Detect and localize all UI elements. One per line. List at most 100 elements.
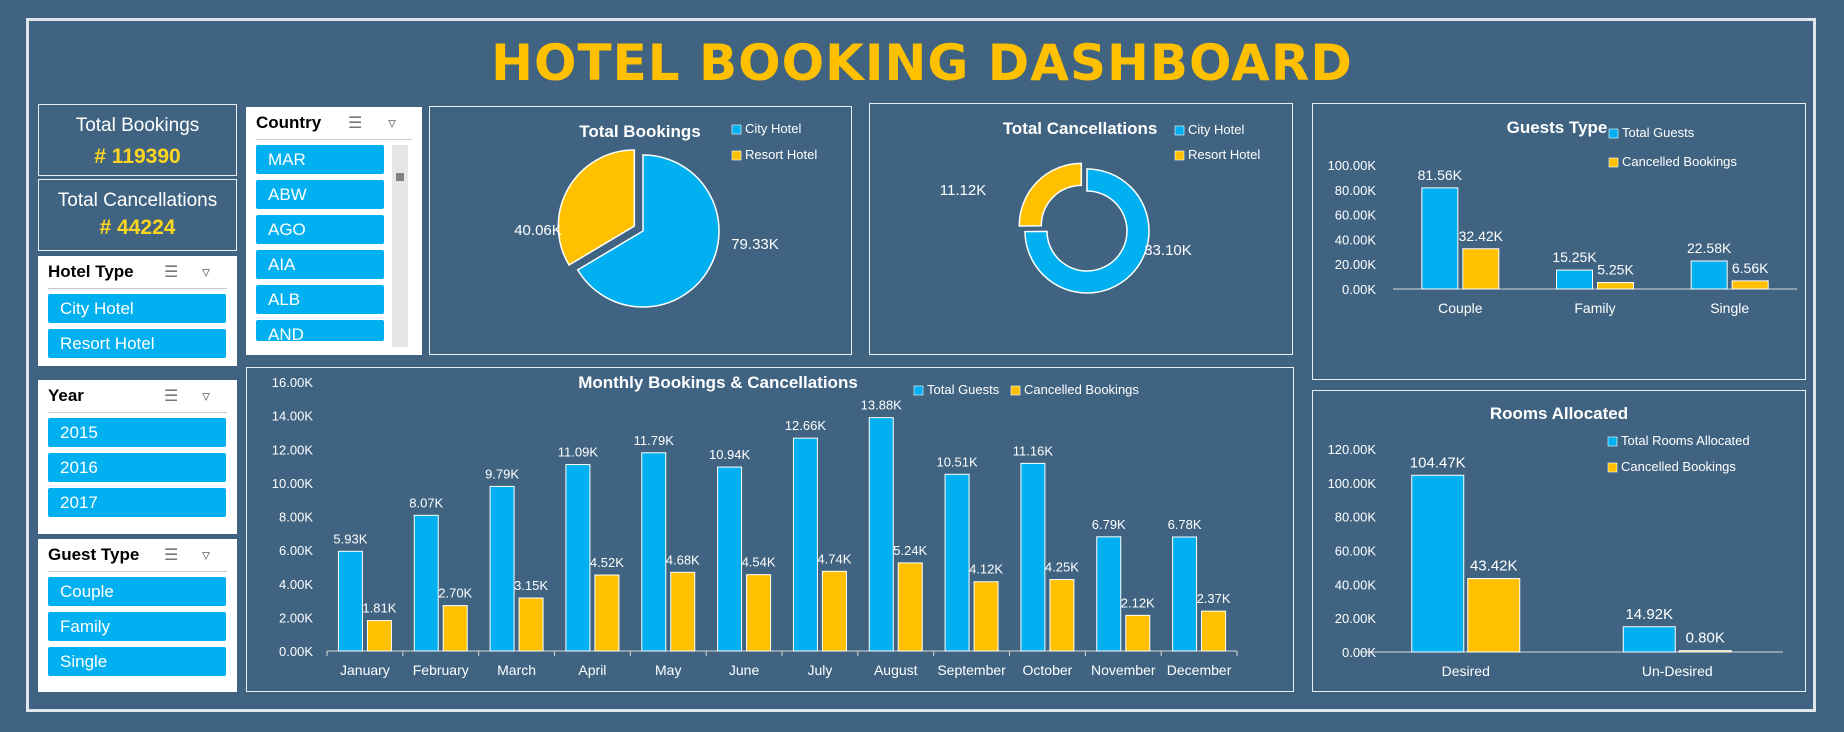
chart-title: Monthly Bookings & Cancellations: [578, 373, 858, 392]
multi-select-icon[interactable]: ☰: [164, 388, 179, 405]
x-tick-label-june: June: [729, 662, 760, 678]
y-tick-label: 60.00K: [1335, 544, 1377, 559]
legend-label-total-guests: Total Guests: [1622, 125, 1695, 140]
y-tick-label: 4.00K: [279, 577, 313, 592]
bar-cancelled-bookings-family: [1597, 281, 1634, 290]
legend-swatch-total-guests: [913, 385, 924, 396]
data-label-cancelled-bookings-couple: 32.42K: [1459, 228, 1504, 244]
bar-cancelled-bookings-april: [594, 574, 620, 652]
x-tick-label-january: January: [340, 662, 390, 678]
bar-total-guests-couple: [1421, 187, 1459, 290]
y-tick-label: 40.00K: [1335, 232, 1377, 247]
bar-cancelled-bookings-couple: [1462, 248, 1500, 290]
legend-swatch-resort-hotel: [1174, 150, 1185, 161]
legend-label-cancelled-bookings: Cancelled Bookings: [1622, 154, 1737, 169]
legend-swatch-city-hotel: [731, 124, 742, 135]
slicer-divider: [256, 139, 412, 140]
slicer-item-2015[interactable]: 2015: [48, 418, 226, 447]
data-label-cancelled-bookings-un-desired: 0.80K: [1686, 630, 1725, 647]
slicer-item-abw[interactable]: ABW: [256, 180, 384, 209]
kpi-total-cancellations-value: # 44224: [99, 216, 176, 239]
legend-swatch-city-hotel: [1174, 125, 1185, 136]
bar-cancelled-bookings-november: [1125, 614, 1151, 652]
x-tick-label-august: August: [874, 662, 918, 678]
kpi-total-cancellations: Total Cancellations # 44224: [38, 179, 237, 251]
scrollbar-thumb[interactable]: [396, 173, 404, 181]
slicer-item-ago[interactable]: AGO: [256, 215, 384, 244]
slicer-item-and[interactable]: AND: [256, 320, 384, 341]
x-tick-label-december: December: [1167, 662, 1232, 678]
slicer-item-aia[interactable]: AIA: [256, 250, 384, 279]
legend-swatch-cancelled-bookings: [1607, 462, 1618, 473]
data-label-total-guests-december: 6.78K: [1168, 517, 1202, 532]
pie-slice-resort-hotel: [557, 149, 636, 266]
bar-total-guests-november: [1096, 536, 1122, 652]
data-label-total-guests-february: 8.07K: [409, 495, 443, 510]
legend-label-total-guests: Total Guests: [927, 382, 1000, 397]
data-label-resort-hotel: 40.06K: [514, 222, 562, 239]
data-label-cancelled-bookings-august: 5.24K: [893, 543, 927, 558]
slicer-guest-type: Guest Type ☰ ▿ Couple Family Single: [38, 539, 237, 692]
bar-total-guests-october: [1020, 462, 1046, 652]
slicer-item-2017[interactable]: 2017: [48, 488, 226, 517]
x-tick-label-may: May: [655, 662, 681, 678]
total-cancellations-donut-chart: Total Cancellations City Hotel Resort Hote…: [940, 119, 1260, 294]
data-label-cancelled-bookings-december: 2.37K: [1197, 591, 1231, 606]
slicer-year: Year ☰ ▿ 2015 2016 2017: [38, 380, 237, 534]
multi-select-icon[interactable]: ☰: [164, 264, 179, 281]
legend-swatch-total-rooms-allocated: [1607, 436, 1618, 447]
data-label-cancelled-bookings-february: 2.70K: [438, 586, 472, 601]
y-tick-label: 80.00K: [1335, 510, 1377, 525]
bar-total-guests-family: [1556, 269, 1593, 290]
data-label-cancelled-bookings-march: 3.15K: [514, 578, 548, 593]
bar-cancelled-bookings-august: [897, 562, 923, 652]
data-label-cancelled-bookings-april: 4.52K: [590, 555, 624, 570]
legend-label-city-hotel: City Hotel: [745, 121, 801, 136]
slicer-year-title: Year: [48, 386, 84, 405]
dashboard-title: HOTEL BOOKING DASHBOARD: [491, 34, 1353, 92]
slicer-item-family[interactable]: Family: [48, 612, 226, 641]
multi-select-icon[interactable]: ☰: [348, 115, 363, 132]
slicer-item-mar[interactable]: MAR: [256, 145, 384, 174]
data-label-total-guests-june: 10.94K: [709, 447, 751, 462]
bar-total-guests-december: [1172, 536, 1198, 652]
y-tick-label: 14.00K: [272, 409, 314, 424]
slicer-item-couple[interactable]: Couple: [48, 577, 226, 606]
bar-total-guests-march: [489, 485, 515, 652]
clear-filter-icon[interactable]: ▿: [202, 388, 211, 405]
y-tick-label: 12.00K: [272, 442, 314, 457]
slicer-item-resort-hotel[interactable]: Resort Hotel: [48, 329, 226, 358]
legend-label-resort-hotel: Resort Hotel: [745, 147, 817, 162]
data-label-total-guests-march: 9.79K: [485, 466, 519, 481]
slicer-item-city-hotel[interactable]: City Hotel: [48, 294, 226, 323]
bar-total-guests-june: [717, 466, 743, 652]
x-tick-label-family: Family: [1574, 300, 1615, 316]
clear-filter-icon[interactable]: ▿: [202, 547, 211, 564]
slicer-item-alb[interactable]: ALB: [256, 285, 384, 314]
slicer-country: Country ☰ ▿ MAR ABW AGO AIA ALB AND: [246, 107, 422, 355]
clear-filter-icon[interactable]: ▿: [202, 264, 211, 281]
kpi-total-cancellations-label: Total Cancellations: [57, 190, 218, 211]
slicer-scrollbar[interactable]: [392, 145, 408, 347]
data-label-total-guests-couple: 81.56K: [1418, 167, 1463, 183]
slicer-hotel-type-title: Hotel Type: [48, 262, 134, 281]
x-tick-label-un-desired: Un-Desired: [1642, 663, 1713, 679]
x-tick-label-september: September: [937, 662, 1006, 678]
multi-select-icon[interactable]: ☰: [164, 547, 179, 564]
slicer-guest-type-title: Guest Type: [48, 545, 140, 564]
x-tick-label-april: April: [578, 662, 606, 678]
dashboard-frame: [26, 18, 1816, 712]
legend-swatch-resort-hotel: [731, 150, 742, 161]
bar-cancelled-bookings-february: [442, 605, 468, 652]
bar-cancelled-bookings-january: [366, 620, 392, 652]
y-tick-label: 100.00K: [1328, 158, 1377, 173]
y-tick-label: 2.00K: [279, 610, 313, 625]
clear-filter-icon[interactable]: ▿: [388, 115, 397, 132]
bar-cancelled-bookings-june: [746, 574, 772, 652]
slicer-item-single[interactable]: Single: [48, 647, 226, 676]
slicer-item-2016[interactable]: 2016: [48, 453, 226, 482]
legend-label-cancelled-bookings: Cancelled Bookings: [1024, 382, 1139, 397]
y-tick-label: 120.00K: [1328, 442, 1377, 457]
y-tick-label: 80.00K: [1335, 183, 1377, 198]
total-bookings-pie-chart: Total Bookings City Hotel Resort Hotel 79.3…: [514, 121, 817, 308]
